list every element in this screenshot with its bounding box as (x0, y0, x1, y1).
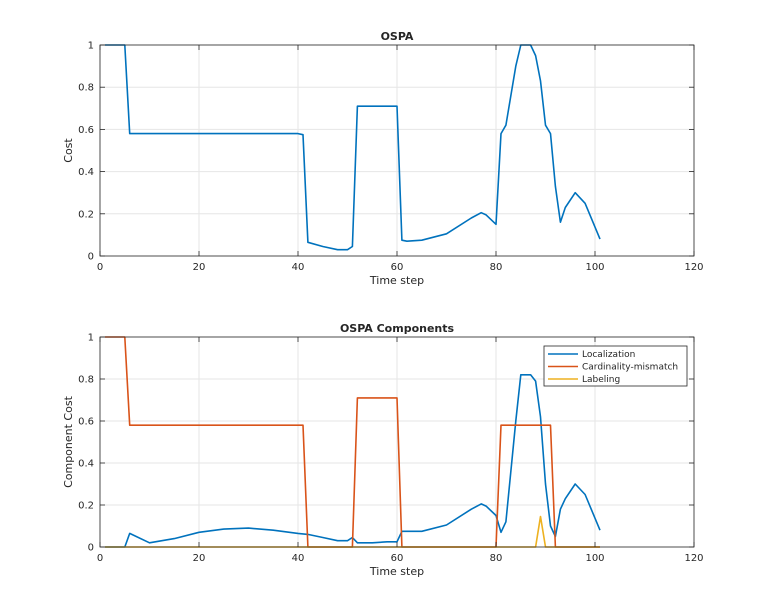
y-tick-label: 0.4 (78, 167, 94, 178)
x-tick-label: 80 (490, 553, 503, 564)
series-line (105, 44, 601, 251)
x-tick-label: 60 (391, 553, 404, 564)
x-tick-label: 60 (391, 262, 404, 273)
y-tick-label: 0.6 (78, 417, 94, 428)
x-tick-label: 100 (585, 553, 604, 564)
y-tick-label: 0.4 (78, 459, 94, 470)
chart-title: OSPA Components (340, 322, 455, 335)
series-line-cardinality-mismatch (105, 336, 600, 548)
y-axis-label: Component Cost (62, 395, 75, 488)
y-tick-label: 1 (88, 41, 94, 52)
legend: Localization Cardinality-mismatch Labeling (543, 345, 688, 387)
x-axis-label: Time step (369, 565, 424, 578)
legend-entry: Labeling (582, 375, 620, 385)
y-tick-label: 0.2 (78, 501, 94, 512)
x-tick-label: 80 (490, 262, 503, 273)
y-axis-label: Cost (62, 138, 75, 163)
y-tick-label: 0.8 (78, 83, 94, 94)
x-tick-label: 40 (292, 262, 305, 273)
x-tick-label: 0 (97, 262, 103, 273)
legend-entry: Cardinality-mismatch (582, 363, 678, 373)
x-tick-label: 20 (193, 553, 206, 564)
x-axis-label: Time step (369, 274, 424, 287)
legend-entry: Localization (582, 350, 635, 360)
x-tick-label: 20 (193, 262, 206, 273)
y-tick-label: 1 (88, 333, 94, 344)
y-tick-label: 0 (88, 543, 94, 554)
y-tick-label: 0.6 (78, 125, 94, 136)
x-tick-label: 120 (684, 262, 703, 273)
x-tick-label: 100 (585, 262, 604, 273)
y-tick-label: 0.2 (78, 209, 94, 220)
x-tick-label: 40 (292, 553, 305, 564)
ospa-components-plot: 0 20 40 60 80 100 120 0 0.2 0.4 0.6 0.8 1 OSPA Compon… (62, 322, 704, 578)
series-line-localization (105, 373, 601, 548)
y-tick-label: 0 (88, 252, 94, 263)
ospa-plot: 0 20 40 60 80 100 120 0 0.2 0.4 0.6 0.8 1 OSPA Time st… (62, 30, 704, 287)
x-tick-label: 120 (684, 553, 703, 564)
y-tick-label: 0.8 (78, 375, 94, 386)
chart-title: OSPA (381, 30, 414, 43)
x-tick-label: 0 (97, 553, 103, 564)
